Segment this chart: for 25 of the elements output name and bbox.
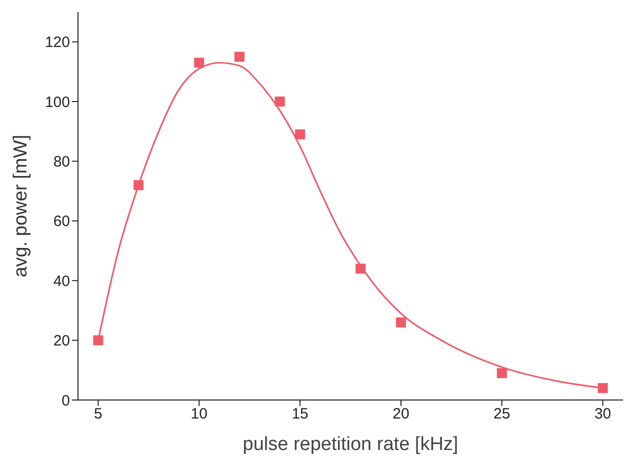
point (598, 383, 608, 394)
x-tick-label: 5 (94, 406, 102, 423)
y-axis-title: avg. power [mW] (10, 134, 32, 278)
y-tick-label: 40 (53, 272, 70, 290)
x-tick-label: 20 (392, 406, 410, 423)
x-tick-label: 10 (190, 406, 208, 423)
y-tick-label: 120 (44, 34, 70, 52)
point (93, 335, 104, 346)
y-tick-label: 0 (62, 392, 70, 410)
x-tick-label: 15 (292, 406, 308, 423)
point (295, 129, 306, 140)
x-tick-label: 30 (594, 406, 612, 423)
x-axis-title: pulse repetition rate [kHz] (242, 434, 458, 455)
y-tick-label: 80 (53, 154, 70, 171)
y-tick-label: 100 (44, 94, 70, 111)
y-tick-label: 20 (53, 332, 70, 350)
y-tick-label: 60 (53, 213, 70, 230)
point (234, 52, 244, 62)
point (274, 96, 285, 107)
point (194, 58, 204, 68)
x-tick-label: 25 (494, 406, 510, 423)
point (496, 368, 507, 378)
point (356, 264, 366, 274)
point (134, 180, 144, 190)
point (396, 317, 406, 328)
